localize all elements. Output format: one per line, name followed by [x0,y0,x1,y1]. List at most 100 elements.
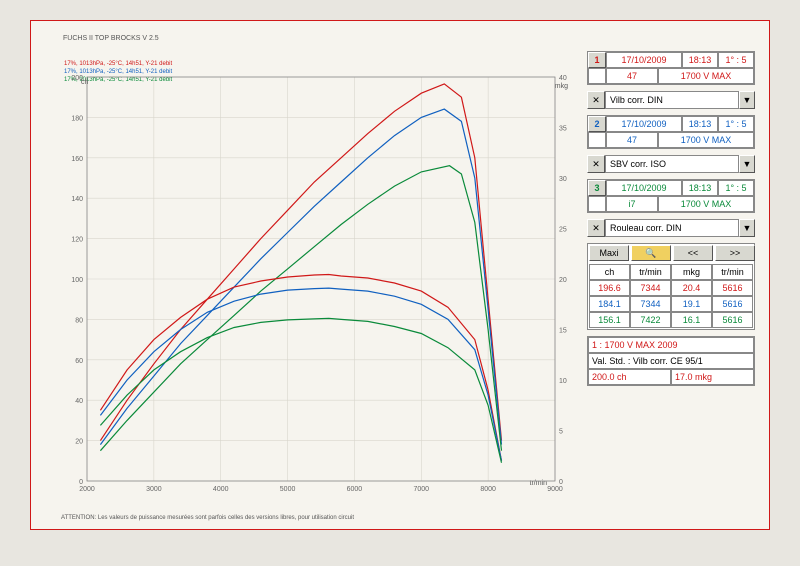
svg-text:20: 20 [75,439,83,446]
svg-text:2000: 2000 [79,486,95,493]
svg-text:9000: 9000 [547,486,563,493]
footer-line-1: 1 : 1700 V MAX 2009 [588,337,754,353]
svg-text:25: 25 [559,227,567,234]
close-icon[interactable]: ✕ [587,155,605,173]
table-cell: 184.1 [589,296,630,312]
svg-text:15: 15 [559,328,567,335]
correction-dropdown[interactable]: ✕Vilb corr. DIN▼ [587,91,755,109]
run-value: i7 [606,196,658,212]
footer-note: ATTENTION: Les valeurs de puissance mesu… [61,515,354,521]
run-time: 18:13 [682,116,718,132]
svg-text:140: 140 [71,196,83,203]
prev-button[interactable]: << [673,245,713,261]
run-value: 47 [606,68,658,84]
svg-text:80: 80 [75,317,83,324]
table-cell: 7344 [630,280,671,296]
svg-text:120: 120 [71,237,83,244]
run-index-button[interactable]: 2 [588,116,606,132]
run-index-button[interactable]: 3 [588,180,606,196]
svg-text:20: 20 [559,277,567,284]
svg-text:10: 10 [559,378,567,385]
table-header: mkg [671,264,712,280]
svg-text:3000: 3000 [146,486,162,493]
table-header: tr/min [712,264,753,280]
table-cell: 5616 [712,296,753,312]
report-sheet: FUCHS II TOP BROCKS V 2.5 17%, 1013hPa, … [30,20,770,530]
dropdown-field[interactable]: Vilb corr. DIN [605,91,739,109]
chevron-down-icon[interactable]: ▼ [739,155,755,173]
run-block: 317/10/200918:131° : 5 i71700 V MAX [587,179,755,213]
svg-text:0: 0 [79,479,83,486]
footer-block: 1 : 1700 V MAX 2009Val. Std. : Vilb corr… [587,336,755,386]
svg-text:35: 35 [559,126,567,133]
footer-power: 200.0 ch [588,369,671,385]
close-icon[interactable]: ✕ [587,219,605,237]
run-mode: 1700 V MAX [658,132,754,148]
svg-text:8000: 8000 [480,486,496,493]
table-cell: 5616 [712,312,753,328]
run-block: 117/10/200918:131° : 5 471700 V MAX [587,51,755,85]
run-mode: 1700 V MAX [658,196,754,212]
svg-text:4000: 4000 [213,486,229,493]
run-date: 17/10/2009 [606,180,682,196]
run-gear: 1° : 5 [718,180,754,196]
svg-text:5: 5 [559,429,563,436]
svg-text:60: 60 [75,358,83,365]
dyno-chart: 2000300040005000600070008000900002040608… [61,51,571,501]
chart-title: FUCHS II TOP BROCKS V 2.5 [63,35,159,42]
table-cell: 196.6 [589,280,630,296]
run-time: 18:13 [682,52,718,68]
svg-text:5000: 5000 [280,486,296,493]
correction-dropdown[interactable]: ✕SBV corr. ISO▼ [587,155,755,173]
close-icon[interactable]: ✕ [587,91,605,109]
svg-text:100: 100 [71,277,83,284]
maxi-button[interactable]: Maxi [589,245,629,261]
table-cell: 20.4 [671,280,712,296]
search-icon[interactable]: 🔍 [631,245,671,261]
table-header: ch [589,264,630,280]
dropdown-field[interactable]: SBV corr. ISO [605,155,739,173]
correction-dropdown[interactable]: ✕Rouleau corr. DIN▼ [587,219,755,237]
table-cell: 156.1 [589,312,630,328]
chart-area: ch mkg tr/min 20003000400050006000700080… [61,51,571,501]
table-row: 184.1734419.15616 [589,296,753,312]
dropdown-field[interactable]: Rouleau corr. DIN [605,219,739,237]
side-panel: 117/10/200918:131° : 5471700 V MAX✕Vilb … [587,51,755,386]
footer-torque: 17.0 mkg [671,369,754,385]
run-gear: 1° : 5 [718,116,754,132]
svg-text:180: 180 [71,115,83,122]
table-row: 196.6734420.45616 [589,280,753,296]
svg-text:40: 40 [559,75,567,82]
next-button[interactable]: >> [715,245,755,261]
svg-text:0: 0 [559,479,563,486]
table-cell: 19.1 [671,296,712,312]
spacer [588,196,606,212]
chevron-down-icon[interactable]: ▼ [739,91,755,109]
run-date: 17/10/2009 [606,52,682,68]
chevron-down-icon[interactable]: ▼ [739,219,755,237]
run-block: 217/10/200918:131° : 5 471700 V MAX [587,115,755,149]
run-time: 18:13 [682,180,718,196]
svg-text:7000: 7000 [413,486,429,493]
results-table: chtr/minmkgtr/min196.6734420.45616184.17… [589,264,753,328]
svg-text:40: 40 [75,398,83,405]
run-value: 47 [606,132,658,148]
table-cell: 7422 [630,312,671,328]
run-index-button[interactable]: 1 [588,52,606,68]
table-cell: 16.1 [671,312,712,328]
svg-text:200: 200 [71,75,83,82]
svg-text:160: 160 [71,156,83,163]
table-cell: 7344 [630,296,671,312]
svg-text:30: 30 [559,176,567,183]
run-gear: 1° : 5 [718,52,754,68]
table-header: tr/min [630,264,671,280]
run-mode: 1700 V MAX [658,68,754,84]
spacer [588,68,606,84]
svg-text:6000: 6000 [347,486,363,493]
table-cell: 5616 [712,280,753,296]
spacer [588,132,606,148]
run-date: 17/10/2009 [606,116,682,132]
footer-line-2: Val. Std. : Vilb corr. CE 95/1 [588,353,754,369]
maxi-block: Maxi🔍<<>>chtr/minmkgtr/min196.6734420.45… [587,243,755,330]
table-row: 156.1742216.15616 [589,312,753,328]
